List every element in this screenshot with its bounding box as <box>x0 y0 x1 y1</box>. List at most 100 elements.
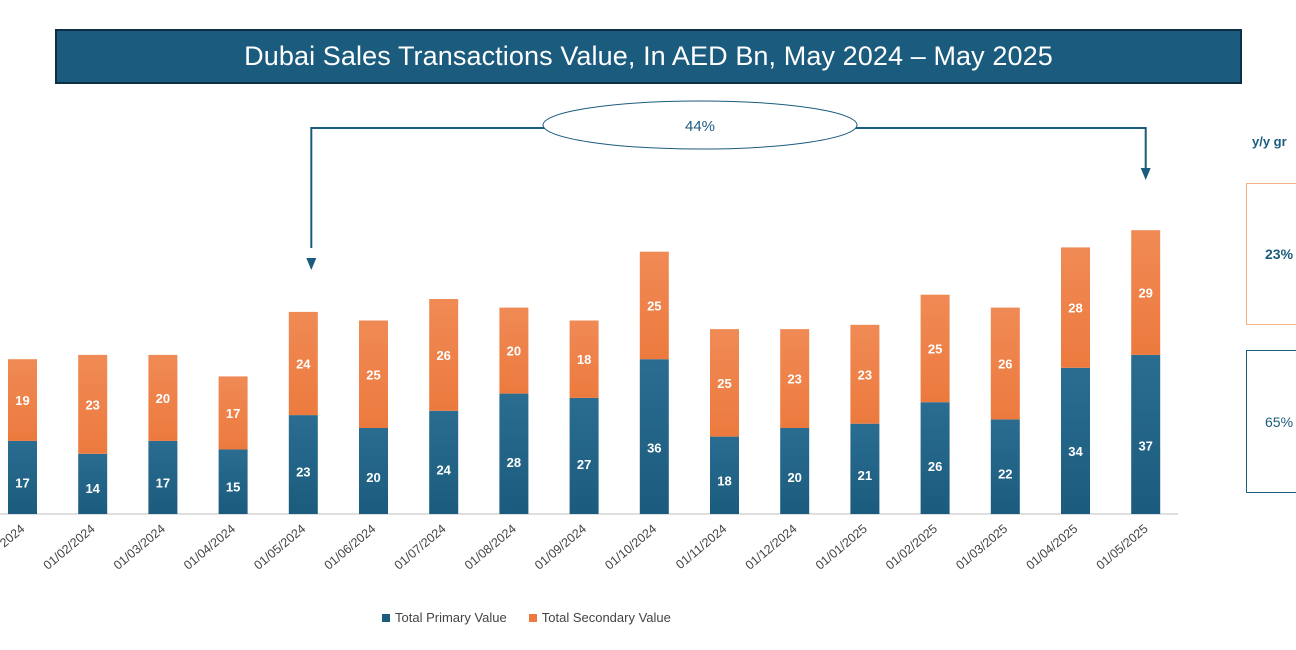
x-tick-label: 01/10/2024 <box>602 522 659 573</box>
legend-item-primary: Total Primary Value <box>382 610 507 625</box>
legend-label-primary: Total Primary Value <box>395 610 507 625</box>
bar-secondary <box>359 320 388 428</box>
data-label-primary: 22 <box>998 466 1012 481</box>
data-label-secondary: 29 <box>1138 286 1152 301</box>
bar-secondary <box>920 294 950 403</box>
legend-swatch-secondary <box>528 613 537 622</box>
x-tick-label: 01/07/2024 <box>392 522 449 573</box>
x-tick-label: 01/03/2025 <box>953 522 1010 573</box>
bar-secondary <box>78 354 108 454</box>
bar-primary <box>569 397 599 514</box>
data-label-secondary: 18 <box>577 352 591 367</box>
data-label-primary: 26 <box>928 459 942 474</box>
data-label-secondary: 25 <box>366 367 380 382</box>
legend-item-secondary: Total Secondary Value <box>528 610 671 625</box>
bar-primary <box>8 440 37 514</box>
x-tick-label: 01/05/2024 <box>251 522 308 573</box>
data-label-primary: 20 <box>366 470 380 485</box>
bar-primary <box>218 449 248 514</box>
chart-legend: Total Primary Value Total Secondary Valu… <box>382 610 693 625</box>
x-tick-label: 01/09/2024 <box>532 522 589 573</box>
primary-growth-box: 65% <box>1246 350 1296 493</box>
bar-primary <box>639 359 669 514</box>
side-panel-heading: y/y gr <box>1252 134 1287 149</box>
bar-primary <box>850 423 880 514</box>
x-tick-label: 01/05/2025 <box>1094 522 1151 573</box>
data-label-secondary: 20 <box>507 344 521 359</box>
bar-primary <box>920 402 950 514</box>
bar-secondary <box>710 329 739 437</box>
bar-secondary <box>1131 230 1161 355</box>
data-label-secondary: 23 <box>787 372 801 387</box>
bar-primary <box>359 428 388 514</box>
data-label-primary: 17 <box>156 476 170 491</box>
bracket-arrow-left <box>306 258 317 270</box>
secondary-growth-value: 23% <box>1265 246 1294 262</box>
bar-primary <box>1131 354 1161 514</box>
data-label-secondary: 20 <box>156 391 170 406</box>
data-label-primary: 17 <box>15 476 29 491</box>
legend-label-secondary: Total Secondary Value <box>541 610 671 625</box>
bar-primary <box>990 419 1020 514</box>
primary-growth-value: 65% <box>1265 414 1294 430</box>
data-label-primary: 36 <box>647 440 661 455</box>
bracket-arrow-right <box>1140 168 1151 180</box>
bar-secondary <box>639 251 669 360</box>
growth-ellipse <box>542 100 858 150</box>
x-tick-label: 01/02/2024 <box>41 522 98 573</box>
bar-secondary <box>8 359 37 441</box>
bar-primary <box>499 393 529 514</box>
bar-secondary <box>148 354 178 441</box>
data-label-primary: 24 <box>436 463 451 478</box>
bar-secondary <box>288 311 318 416</box>
bar-secondary <box>429 299 459 411</box>
x-tick-label: 01/02/2025 <box>883 522 940 573</box>
data-label-primary: 21 <box>858 468 872 483</box>
data-label-secondary: 26 <box>436 348 450 363</box>
data-label-secondary: 25 <box>928 341 942 356</box>
legend-swatch-primary <box>382 613 390 622</box>
chart-title: Dubai Sales Transactions Value, In AED B… <box>244 41 1053 71</box>
x-tick-label: 01/11/2024 <box>673 522 729 572</box>
data-label-primary: 14 <box>85 481 100 496</box>
bar-primary <box>429 410 459 514</box>
bar-secondary <box>499 307 529 394</box>
data-label-primary: 27 <box>577 457 591 472</box>
data-label-secondary: 23 <box>85 397 99 412</box>
data-label-secondary: 28 <box>1068 301 1082 316</box>
data-label-primary: 23 <box>296 464 310 479</box>
data-label-secondary: 25 <box>647 298 661 313</box>
data-label-primary: 20 <box>787 470 801 485</box>
data-label-secondary: 26 <box>998 357 1012 372</box>
bar-primary <box>710 436 739 514</box>
data-label-secondary: 17 <box>226 406 240 421</box>
data-label-primary: 18 <box>717 474 731 489</box>
x-tick-label: 01/04/2025 <box>1024 522 1081 573</box>
bar-primary <box>148 440 178 514</box>
chart-title-banner: Dubai Sales Transactions Value, In AED B… <box>55 29 1242 84</box>
growth-callout-label: 44% <box>685 118 715 135</box>
bar-secondary <box>850 324 880 424</box>
bar-secondary <box>569 320 599 398</box>
bar-primary <box>288 415 318 514</box>
bar-secondary <box>990 307 1020 420</box>
data-label-secondary: 25 <box>717 376 731 391</box>
x-tick-label: 01/04/2024 <box>181 522 238 573</box>
x-tick-label: 01/03/2024 <box>111 522 168 573</box>
bar-primary <box>780 428 810 514</box>
bar-secondary <box>1061 247 1090 368</box>
x-tick-label: 2024 <box>0 522 27 551</box>
bar-primary <box>1061 367 1090 514</box>
x-tick-label: 01/12/2024 <box>743 522 800 573</box>
data-label-primary: 28 <box>507 455 521 470</box>
bar-secondary <box>780 329 810 428</box>
data-label-secondary: 24 <box>296 357 311 372</box>
data-label-primary: 15 <box>226 479 240 494</box>
bar-primary <box>78 453 108 514</box>
x-tick-label: 01/01/2025 <box>813 522 870 573</box>
x-tick-label: 01/08/2024 <box>462 522 519 573</box>
bar-secondary <box>218 376 248 450</box>
data-label-primary: 37 <box>1138 439 1152 454</box>
data-label-secondary: 19 <box>15 393 29 408</box>
